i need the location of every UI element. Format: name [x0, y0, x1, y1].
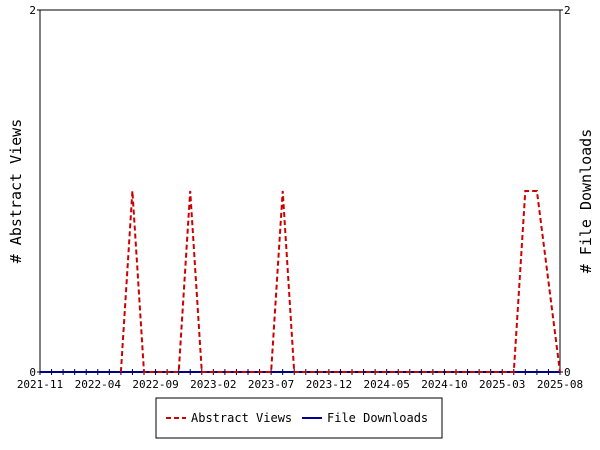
plot-frame	[39, 9, 561, 373]
y-tick-label-left: 2	[29, 4, 36, 17]
legend: Abstract Views File Downloads	[155, 397, 443, 439]
x-tick-label: 2022-04	[75, 378, 122, 391]
x-tick-label: 2022-09	[132, 378, 178, 391]
x-tick-label: 2023-02	[190, 378, 236, 391]
x-tick-label: 2025-03	[479, 378, 525, 391]
legend-label-abstract-views: Abstract Views	[191, 411, 292, 425]
legend-label-file-downloads: File Downloads	[327, 411, 428, 425]
y-axis-title-right: # File Downloads	[577, 129, 595, 274]
x-axis-tick-labels: 2021-11 2022-04 2022-09 2023-02 2023-07 2023-…	[17, 378, 583, 391]
y-tick-label-right: 2	[564, 4, 571, 17]
x-tick-label: 2025-08	[537, 378, 583, 391]
legend-box	[155, 397, 443, 439]
y-tick-label-left: 0	[29, 366, 36, 379]
y-axis-tick-labels: 0 2 0 2	[29, 4, 570, 379]
y-axis-title-left: # Abstract Views	[7, 119, 25, 264]
x-tick-label: 2024-05	[363, 378, 409, 391]
x-tick-label: 2024-10	[421, 378, 467, 391]
plot-area	[39, 9, 561, 373]
series-line-abstract-views	[119, 190, 561, 373]
x-tick-label: 2021-11	[17, 378, 63, 391]
x-tick-label: 2023-12	[306, 378, 352, 391]
y-tick-label-right: 0	[564, 366, 571, 379]
series-layer	[40, 190, 561, 373]
x-tick-label: 2023-07	[248, 378, 294, 391]
